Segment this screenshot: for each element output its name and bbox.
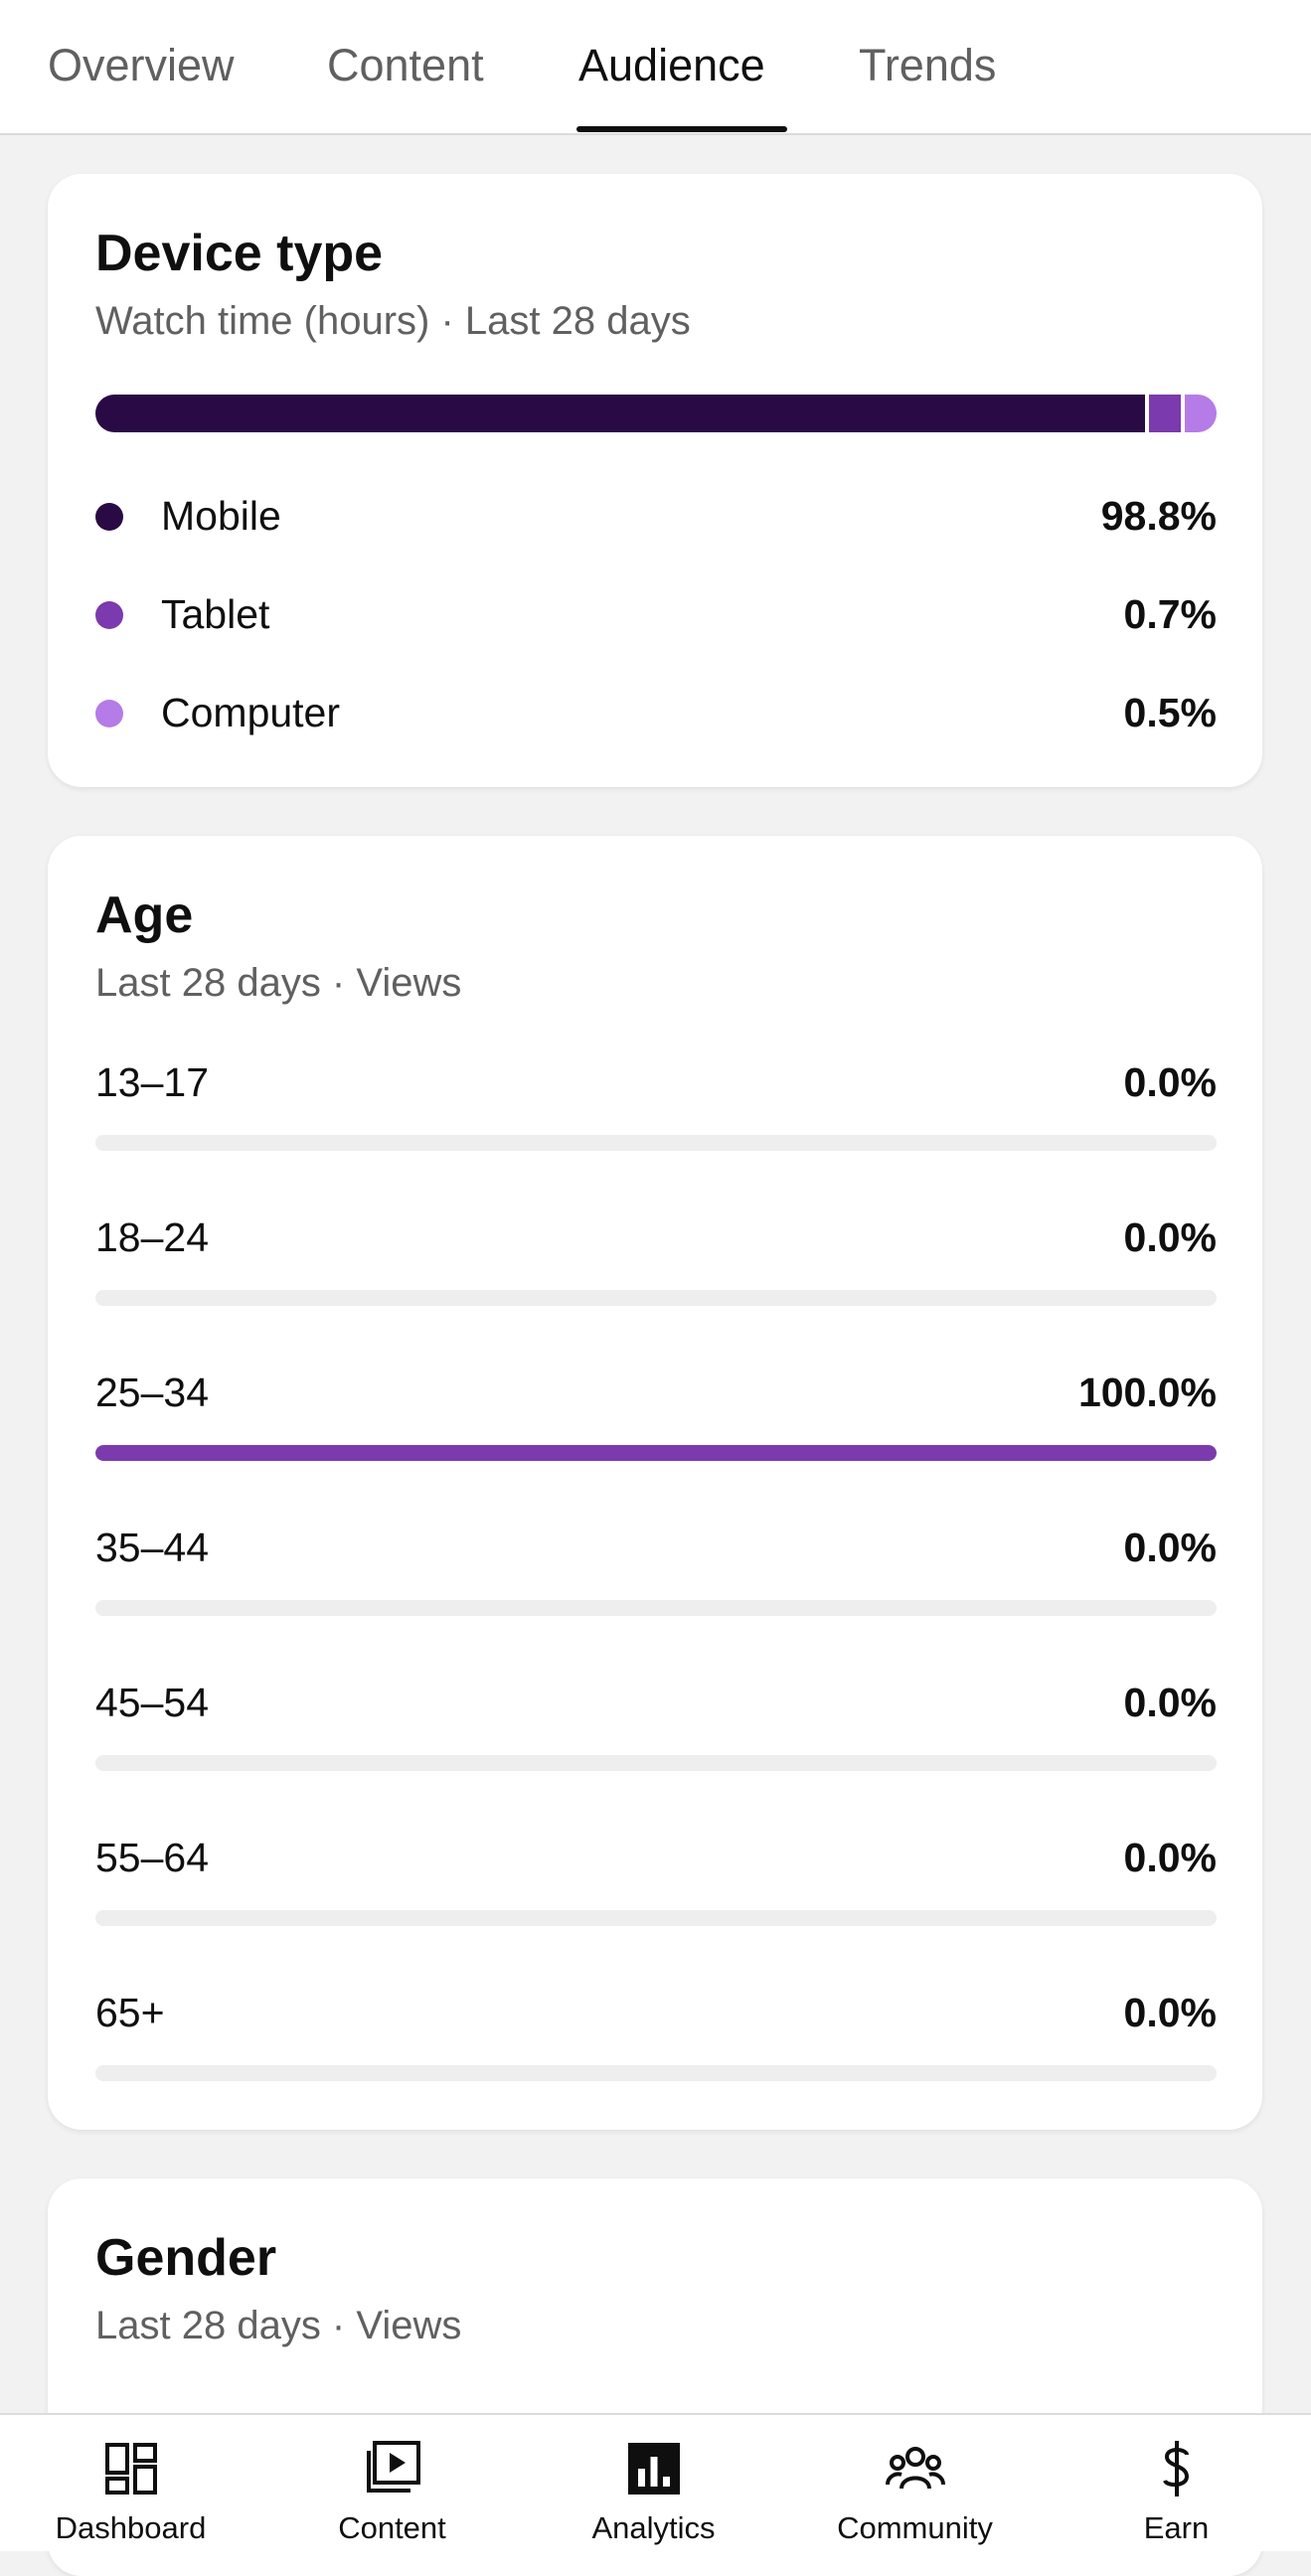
- age-bar-track: [95, 1600, 1217, 1616]
- device-type-card: Device type Watch time (hours) · Last 28…: [48, 174, 1262, 787]
- tab-bar: Overview Content Audience Trends: [0, 0, 1311, 135]
- age-value: 0.0%: [1123, 1835, 1217, 1880]
- age-bar-track: [95, 1910, 1217, 1926]
- age-bar-track: [95, 1445, 1217, 1461]
- age-label: 45–54: [95, 1680, 210, 1725]
- analytics-icon: [627, 2443, 680, 2495]
- device-legend-label: Mobile: [161, 493, 281, 539]
- device-legend-label: Tablet: [161, 591, 270, 637]
- device-card-title: Device type: [95, 225, 384, 282]
- nav-community-label: Community: [837, 2510, 993, 2545]
- device-stacked-bar: [95, 395, 1217, 432]
- device-card-subtitle: Watch time (hours) · Last 28 days: [95, 299, 691, 343]
- bottom-navigation: Dashboard Content Analytics Community: [0, 2413, 1311, 2551]
- nav-dashboard[interactable]: Dashboard: [0, 2415, 261, 2553]
- device-legend-value: 0.7%: [1123, 591, 1217, 637]
- age-value: 0.0%: [1123, 1680, 1217, 1725]
- age-row-55-64: 55–64 0.0%: [95, 1835, 1217, 1944]
- device-legend-value: 98.8%: [1100, 493, 1217, 539]
- nav-content[interactable]: Content: [261, 2415, 523, 2553]
- dashboard-icon: [104, 2443, 157, 2495]
- age-row-18-24: 18–24 0.0%: [95, 1214, 1217, 1324]
- tablet-dot-icon: [95, 601, 123, 629]
- tab-overview[interactable]: Overview: [48, 40, 235, 90]
- active-tab-indicator: [576, 126, 787, 132]
- device-bar-segment-tablet: [1144, 395, 1181, 432]
- age-label: 18–24: [95, 1214, 210, 1260]
- age-row-13-17: 13–17 0.0%: [95, 1059, 1217, 1169]
- device-bar-segment-computer: [1180, 395, 1217, 432]
- device-legend-label: Computer: [161, 690, 341, 735]
- age-label: 55–64: [95, 1835, 210, 1880]
- nav-analytics[interactable]: Analytics: [523, 2415, 784, 2553]
- device-legend-value: 0.5%: [1123, 690, 1217, 735]
- nav-content-label: Content: [338, 2510, 446, 2545]
- gender-card-title: Gender: [95, 2229, 277, 2287]
- age-value: 0.0%: [1123, 1525, 1217, 1570]
- computer-dot-icon: [95, 700, 123, 727]
- device-legend-mobile: Mobile 98.8%: [95, 487, 1217, 547]
- age-card-title: Age: [95, 886, 194, 944]
- age-row-25-34: 25–34 100.0%: [95, 1369, 1217, 1479]
- age-bar-track: [95, 1135, 1217, 1151]
- nav-earn[interactable]: Earn: [1046, 2415, 1307, 2553]
- age-value: 0.0%: [1123, 1214, 1217, 1260]
- age-bar-track: [95, 1755, 1217, 1771]
- age-card: Age Last 28 days · Views 13–17 0.0% 18–2…: [48, 836, 1262, 2130]
- age-value: 0.0%: [1123, 1990, 1217, 2035]
- age-row-45-54: 45–54 0.0%: [95, 1680, 1217, 1789]
- age-value: 100.0%: [1077, 1369, 1217, 1415]
- age-label: 65+: [95, 1990, 165, 2035]
- age-bar-track: [95, 1290, 1217, 1306]
- age-row-65-plus: 65+ 0.0%: [95, 1990, 1217, 2099]
- age-value: 0.0%: [1123, 1059, 1217, 1105]
- device-bar-segment-mobile: [95, 395, 1145, 432]
- community-icon: [885, 2447, 945, 2490]
- nav-dashboard-label: Dashboard: [55, 2510, 207, 2545]
- age-label: 35–44: [95, 1525, 210, 1570]
- tab-audience[interactable]: Audience: [578, 40, 765, 90]
- age-bar-fill: [95, 1445, 1217, 1461]
- tab-trends[interactable]: Trends: [859, 40, 997, 90]
- age-bar-track: [95, 2065, 1217, 2081]
- content-icon: [366, 2441, 420, 2493]
- age-card-subtitle: Last 28 days · Views: [95, 961, 462, 1005]
- device-legend-tablet: Tablet 0.7%: [95, 585, 1217, 645]
- nav-earn-label: Earn: [1143, 2510, 1210, 2545]
- tab-content[interactable]: Content: [327, 40, 484, 90]
- device-legend-computer: Computer 0.5%: [95, 684, 1217, 743]
- age-label: 13–17: [95, 1059, 210, 1105]
- mobile-dot-icon: [95, 503, 123, 531]
- nav-analytics-label: Analytics: [591, 2510, 716, 2545]
- earn-icon: [1162, 2441, 1189, 2496]
- age-row-35-44: 35–44 0.0%: [95, 1525, 1217, 1634]
- nav-community[interactable]: Community: [784, 2415, 1046, 2553]
- age-label: 25–34: [95, 1369, 210, 1415]
- gender-card-subtitle: Last 28 days · Views: [95, 2304, 462, 2347]
